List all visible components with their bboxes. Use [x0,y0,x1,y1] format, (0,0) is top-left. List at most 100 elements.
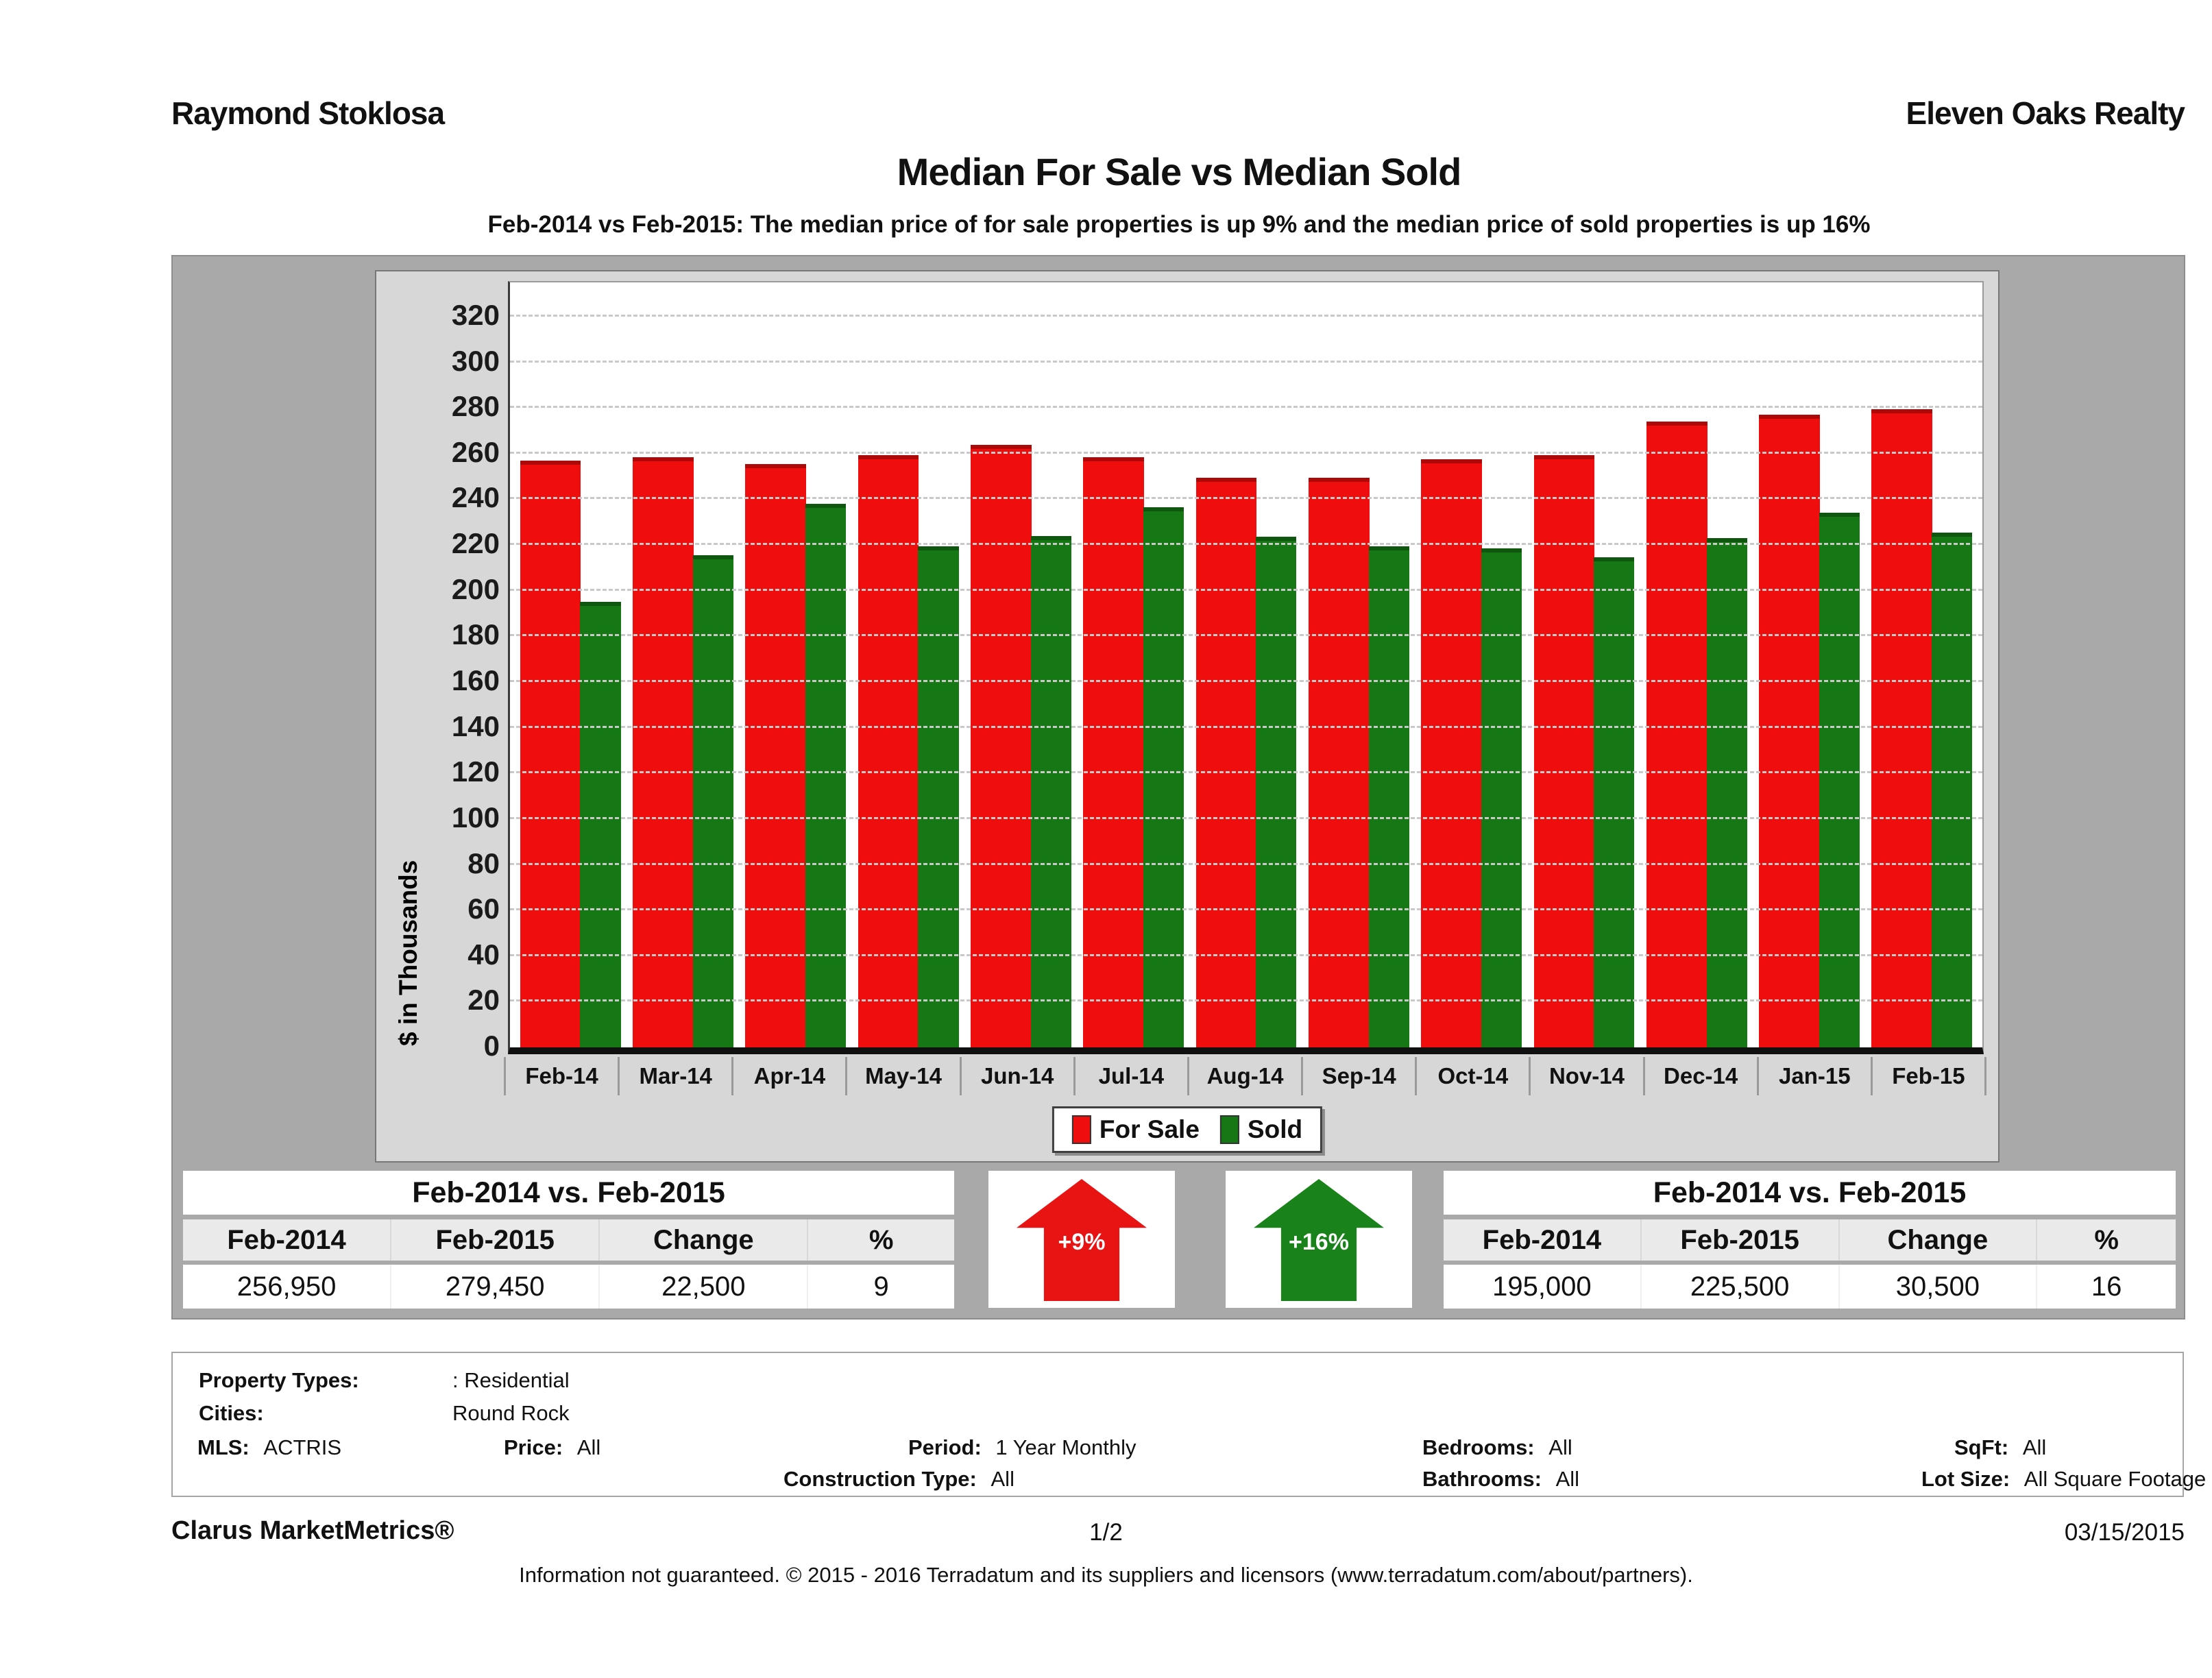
bar-group [1753,282,1865,1047]
x-axis-label: Jul-14 [1073,1057,1187,1095]
bar-group [740,282,852,1047]
bar-sold [580,602,621,1047]
gridline [510,862,1982,865]
column-header: Change [598,1219,807,1261]
legend-swatch-icon [1071,1115,1091,1144]
value-cell: 22,500 [598,1265,807,1309]
gridline [510,314,1982,317]
filter-bedrooms: Bedrooms: All [1422,1435,1572,1460]
y-tick-label: 260 [451,435,500,468]
comparison-table-for-sale: Feb-2014 vs. Feb-2015 Feb-2014 Feb-2015 … [183,1171,954,1309]
comparison-value-row: 256,950 279,450 22,500 9 [183,1265,954,1309]
filter-label: Cities: [199,1401,264,1425]
bar-sold [1706,538,1747,1047]
footer-date: 03/15/2015 [2064,1519,2185,1546]
y-tick-label: 40 [467,938,500,971]
bar-group [514,282,627,1047]
gridline [510,953,1982,956]
gridline [510,999,1982,1002]
footer-brand: Clarus MarketMetrics® [171,1516,454,1545]
bar-for-sale [1533,454,1595,1047]
x-axis-label: Apr-14 [731,1057,845,1095]
y-tick-label: 160 [451,664,500,696]
comparison-title: Feb-2014 vs. Feb-2015 [1444,1171,2176,1215]
gridline [510,497,1982,500]
value-cell: 195,000 [1492,1272,1592,1302]
column-header: Change [1838,1219,2037,1261]
sold-change-tile: +16% [1226,1171,1412,1308]
x-axis-label: Jun-14 [959,1057,1073,1095]
filter-label: Price: [504,1435,563,1459]
bar-group [1415,282,1528,1047]
gridline [510,634,1982,637]
filter-label: Bathrooms: [1422,1467,1542,1491]
bar-sold [1143,507,1184,1047]
legend-swatch-icon [1219,1115,1239,1144]
gridline [510,588,1982,591]
gridline [510,406,1982,409]
gridline [510,451,1982,454]
bar-for-sale [970,444,1032,1047]
y-tick-label: 120 [451,755,500,788]
bar-sold [1256,537,1297,1047]
gridline [510,908,1982,911]
x-axis-label: Sep-14 [1301,1057,1415,1095]
comparison-header-row: Feb-2014 Feb-2015 Change % [1444,1219,2176,1261]
filter-property-types-value: : Residential [452,1368,570,1393]
bar-group [852,282,964,1047]
legend-items: For Sale Sold [1071,1115,1303,1144]
value-cell: 30,500 [1838,1265,2037,1309]
comparison-header-row: Feb-2014 Feb-2015 Change % [183,1219,954,1261]
filter-value: 1 Year Monthly [995,1435,1137,1459]
legend-label: For Sale [1099,1115,1200,1143]
legend-item: Sold [1219,1115,1303,1144]
filter-price: Price: All [504,1435,600,1460]
filter-cities-value: Round Rock [452,1401,570,1426]
bar-sold [1030,535,1071,1047]
x-axis-label: Nov-14 [1529,1057,1642,1095]
filter-cities: Cities: [199,1401,264,1426]
filter-sqft: SqFt: All [1954,1435,2046,1460]
gridline [510,725,1982,728]
y-tick-label: 140 [451,709,500,742]
value-cell: 279,450 [390,1265,598,1309]
bar-for-sale [745,463,807,1047]
filter-value: All [2022,1435,2047,1459]
bar-for-sale [1871,409,1933,1047]
column-header: % [807,1219,954,1261]
bar-series [510,282,1982,1047]
bar-sold [1819,513,1860,1047]
gridline [510,680,1982,682]
value-cell: 225,500 [1640,1265,1838,1309]
column-header: Feb-2014 [1482,1225,1602,1255]
bar-group [1528,282,1640,1047]
filter-value: All [576,1435,601,1459]
bar-sold [1932,532,1973,1047]
bar-for-sale [858,454,919,1047]
filter-label: Lot Size: [1921,1467,2010,1491]
up-arrow-icon: +9% [1017,1179,1147,1301]
y-tick-label: 280 [451,390,500,423]
page-subtitle: Feb-2014 vs Feb-2015: The median price o… [487,211,1871,238]
filter-period: Period: 1 Year Monthly [908,1435,1137,1460]
chart-legend: For Sale Sold [1052,1106,1323,1153]
y-tick-label: 200 [451,572,500,605]
x-axis-label: Oct-14 [1415,1057,1529,1095]
y-tick-label: 220 [451,527,500,560]
filter-value: ACTRIS [263,1435,342,1459]
y-tick-label: 320 [451,298,500,331]
column-header: % [2036,1219,2176,1261]
filter-value: All [990,1467,1014,1491]
gridline [510,771,1982,774]
footer-page-number: 1/2 [1089,1519,1123,1546]
value-cell: 16 [2036,1265,2176,1309]
company-name: Eleven Oaks Realty [1906,95,2185,131]
column-header: Feb-2014 [227,1225,346,1255]
y-tick-label: 240 [451,481,500,514]
x-axis-label: Mar-14 [618,1057,731,1095]
legend-label: Sold [1247,1115,1303,1143]
y-axis-title: $ in Thousands [394,860,422,1046]
filter-lot-size: Lot Size: All Square Footage [1921,1467,2206,1492]
value-cell: 9 [807,1265,954,1309]
